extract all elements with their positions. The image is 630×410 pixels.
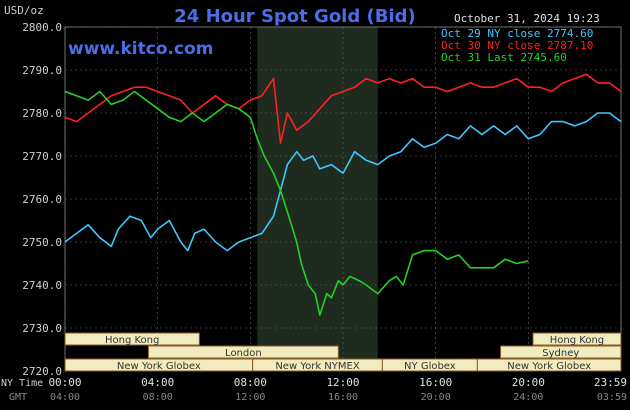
x-tick-label: 12:00 <box>326 376 359 389</box>
gmt-label: GMT <box>9 392 27 403</box>
x-tick-label: 00:00 <box>48 376 81 389</box>
x-tick-label: 08:00 <box>234 376 267 389</box>
gmt-tick-label: 12:00 <box>235 392 265 403</box>
chart-title: 24 Hour Spot Gold (Bid) <box>174 6 415 27</box>
market-session-box <box>476 358 622 372</box>
legend-entry-oct29: Oct 29 NY close 2774.60 <box>441 27 593 40</box>
y-tick-label: 2780.0 <box>22 107 62 120</box>
gmt-tick-label: 04:00 <box>50 392 80 403</box>
gmt-tick-label: 24:00 <box>513 392 543 403</box>
y-tick-label: 2770.0 <box>22 150 62 163</box>
y-tick-label: 2750.0 <box>22 236 62 249</box>
x-tick-label: 04:00 <box>141 376 174 389</box>
market-session-label: Hong Kong <box>550 335 604 346</box>
market-session-box <box>532 332 622 346</box>
series-line-0 <box>64 112 622 252</box>
x-tick-label: 23:59 <box>594 376 627 389</box>
gmt-tick-label: 03:59 <box>597 392 627 403</box>
y-tick-label: 2730.0 <box>22 322 62 335</box>
watermark: www.kitco.com <box>68 39 213 59</box>
market-session-label: New York NYMEX <box>275 361 360 372</box>
chart-datetime: October 31, 2024 19:23 <box>454 12 600 25</box>
market-session-label: London <box>225 348 262 359</box>
gmt-tick-label: 16:00 <box>328 392 358 403</box>
y-tick-label: 2790.0 <box>22 64 62 77</box>
y-tick-label: 2760.0 <box>22 193 62 206</box>
market-session-label: New York Globex <box>507 361 591 372</box>
market-session-box <box>147 345 339 359</box>
legend-entry-oct30: Oct 30 NY close 2787.10 <box>441 39 593 52</box>
ny-time-label: NY Time <box>1 378 43 389</box>
legend-entry-oct31: Oct 31 Last 2745.60 <box>441 51 567 64</box>
legend: Oct 29 NY close 2774.60 Oct 30 NY close … <box>441 27 593 64</box>
market-session-box <box>64 332 200 346</box>
series-line-1 <box>64 73 622 144</box>
x-tick-label: 20:00 <box>512 376 545 389</box>
y-tick-label: 2740.0 <box>22 279 62 292</box>
market-session-box <box>500 345 622 359</box>
market-session-label: Hong Kong <box>105 335 159 346</box>
market-session-label: Sydney <box>542 348 579 359</box>
gmt-tick-label: 08:00 <box>143 392 173 403</box>
y-tick-label: 2720.0 <box>22 365 62 378</box>
series-line-2 <box>64 90 529 316</box>
x-tick-label: 16:00 <box>419 376 452 389</box>
unit-label: USD/oz <box>4 4 44 17</box>
market-session-label: NY Globex <box>404 361 456 372</box>
y-tick-label: 2800.0 <box>22 21 62 34</box>
gmt-tick-label: 20:00 <box>421 392 451 403</box>
market-session-label: New York Globex <box>117 361 201 372</box>
